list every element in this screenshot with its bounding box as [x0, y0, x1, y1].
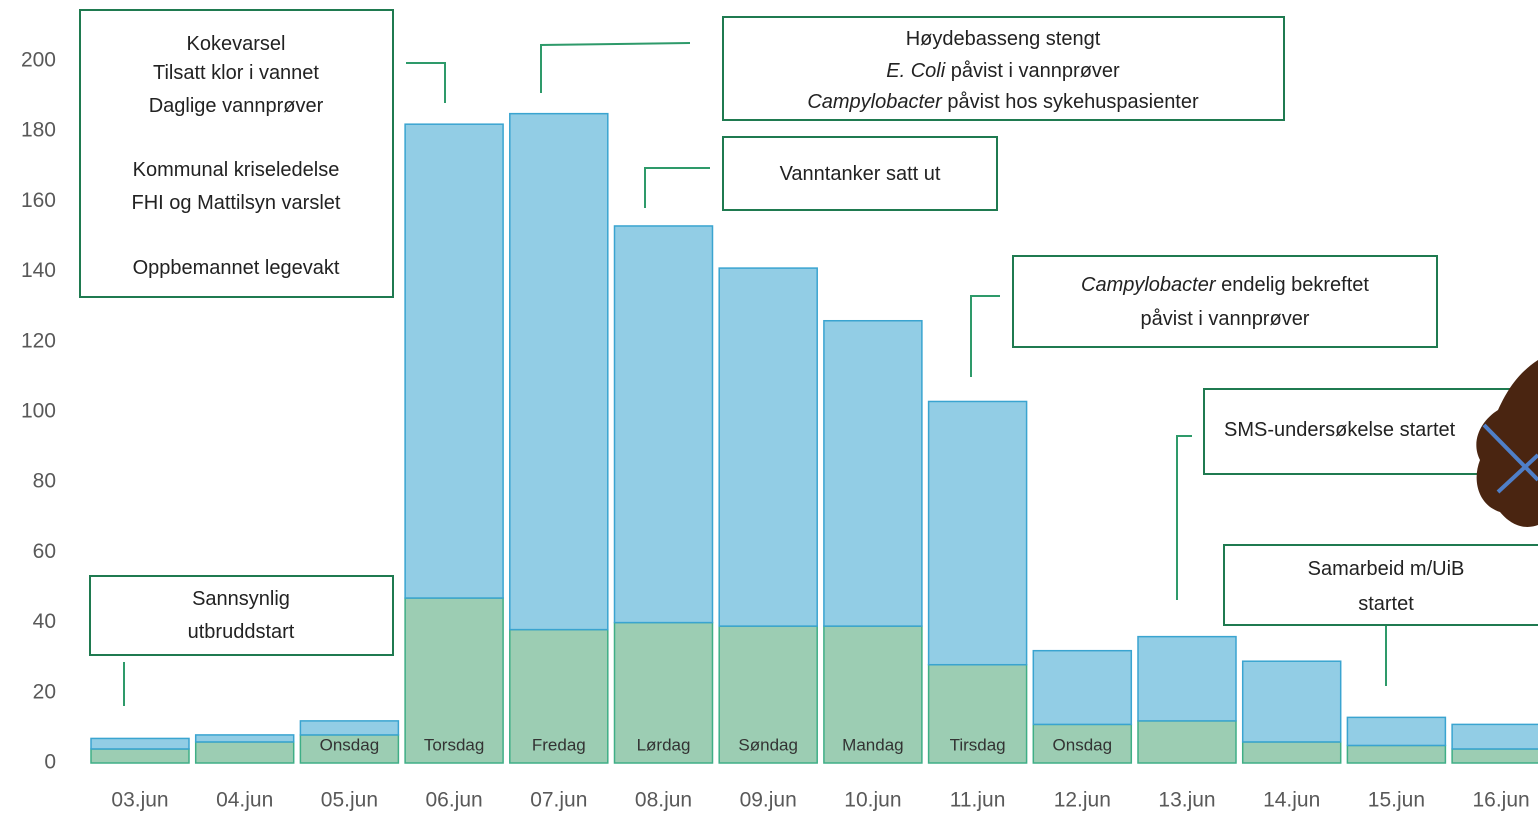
- bar-label: Fredag: [532, 735, 586, 754]
- bar-segment: [719, 268, 817, 626]
- annotation-segment: Kokevarsel: [187, 33, 286, 55]
- bar-segment: [1243, 661, 1341, 742]
- x-tick-label: 10.jun: [844, 789, 901, 812]
- annotation-text: Sannsynlig: [192, 588, 290, 610]
- annotation-segment: Sannsynlig: [192, 588, 290, 610]
- x-tick-label: 15.jun: [1368, 789, 1425, 812]
- y-tick-label: 20: [33, 680, 56, 703]
- annotation-segment: Vanntanker satt ut: [780, 163, 941, 185]
- annotation-segment: påvist i vannprøver: [945, 60, 1120, 82]
- y-tick-label: 200: [21, 49, 56, 72]
- bar-label: Onsdag: [1053, 735, 1113, 754]
- y-tick-label: 60: [33, 540, 56, 563]
- connector: [541, 43, 690, 93]
- y-tick-label: 180: [21, 119, 56, 142]
- icon: [1476, 360, 1538, 527]
- bar-segment: [91, 738, 189, 749]
- x-tick-label: 03.jun: [111, 789, 168, 812]
- bar-segment: [1033, 651, 1131, 725]
- annotation-text: Kokevarsel: [187, 33, 286, 55]
- annotation-segment: Campylobacter: [1081, 274, 1217, 296]
- connector: [645, 168, 710, 208]
- annotation-text: E. Coli påvist i vannprøver: [886, 60, 1120, 82]
- x-tick-label: 09.jun: [740, 789, 797, 812]
- connector: [406, 63, 445, 103]
- y-tick-label: 80: [33, 470, 56, 493]
- y-tick-label: 100: [21, 400, 56, 423]
- bar-label: Torsdag: [424, 735, 484, 754]
- x-tick-label: 05.jun: [321, 789, 378, 812]
- annotation-text: Høydebasseng stengt: [906, 28, 1101, 50]
- bar-label: Tirsdag: [950, 735, 1006, 754]
- annotation-segment: Oppbemannet legevakt: [133, 257, 340, 279]
- annotation-segment: E. Coli: [886, 60, 945, 82]
- annotation-segment: Samarbeid m/UiB: [1308, 558, 1465, 580]
- annotation-segment: Daglige vannprøver: [149, 95, 324, 117]
- annotation-text: Kommunal kriseledelse: [133, 159, 340, 181]
- annotation-text: Campylobacter påvist hos sykehuspasiente…: [807, 91, 1199, 113]
- annotation-text: startet: [1358, 593, 1414, 615]
- annotation-text: Daglige vannprøver: [149, 95, 324, 117]
- annotation-text: påvist i vannprøver: [1141, 308, 1310, 330]
- bar-segment: [91, 749, 189, 763]
- y-tick-label: 0: [44, 751, 56, 774]
- annotation-text: FHI og Mattilsyn varslet: [132, 192, 341, 214]
- annotation-segment: påvist hos sykehuspasienter: [942, 91, 1199, 113]
- annotation-text: Oppbemannet legevakt: [133, 257, 340, 279]
- annotation-segment: Tilsatt klor i vannet: [153, 62, 319, 84]
- x-tick-label: 08.jun: [635, 789, 692, 812]
- bar-segment: [824, 321, 922, 626]
- annotation-segment: SMS-undersøkelse startet: [1224, 419, 1456, 441]
- icon-shape: [1476, 360, 1538, 527]
- bar-segment: [1347, 717, 1445, 745]
- chart: 0 20 40 60 80 100 120 140 160 180 200 03.jun 04.jun 0…: [0, 0, 1538, 814]
- annotation-text: Vanntanker satt ut: [780, 163, 941, 185]
- bar-segment: [510, 114, 608, 630]
- bar-label: Mandag: [842, 735, 903, 754]
- x-tick-label: 07.jun: [530, 789, 587, 812]
- bar-segment: [196, 735, 294, 742]
- annotation-segment: startet: [1358, 593, 1414, 615]
- x-tick-label: 14.jun: [1263, 789, 1320, 812]
- bar-segment: [1243, 742, 1341, 763]
- y-tick-label: 40: [33, 610, 56, 633]
- annotation-text: Tilsatt klor i vannet: [153, 62, 319, 84]
- annotation-segment: Kommunal kriseledelse: [133, 159, 340, 181]
- bar-segment: [405, 124, 503, 598]
- y-tick-label: 160: [21, 189, 56, 212]
- bar-segment: [615, 226, 713, 623]
- annotation-text: Campylobacter endelig bekreftet: [1081, 274, 1369, 296]
- annotation-text: SMS-undersøkelse startet: [1224, 419, 1456, 441]
- bar-segment: [1452, 724, 1538, 749]
- annotation-segment: FHI og Mattilsyn varslet: [132, 192, 341, 214]
- annotation-segment: Høydebasseng stengt: [906, 28, 1101, 50]
- bar-segment: [1452, 749, 1538, 763]
- bar-segment: [300, 721, 398, 735]
- x-tick-label: 13.jun: [1158, 789, 1215, 812]
- bar-segment: [1138, 721, 1236, 763]
- x-tick-label: 06.jun: [425, 789, 482, 812]
- y-tick-label: 140: [21, 259, 56, 282]
- annotation-text: Samarbeid m/UiB: [1308, 558, 1465, 580]
- annotation-segment: utbruddstart: [188, 621, 295, 643]
- annotation-segment: Campylobacter: [807, 91, 943, 113]
- x-tick-label: 04.jun: [216, 789, 273, 812]
- annotation-text: utbruddstart: [188, 621, 295, 643]
- connector: [971, 296, 1000, 377]
- bar-label: Onsdag: [320, 735, 380, 754]
- connector: [1177, 436, 1192, 600]
- x-tick-label: 16.jun: [1472, 789, 1529, 812]
- bar-segment: [1138, 637, 1236, 721]
- bar-segment: [1347, 745, 1445, 763]
- x-tick-label: 11.jun: [950, 789, 1006, 812]
- bar-segment: [929, 401, 1027, 664]
- annotation-box: [1013, 256, 1437, 347]
- annotation-segment: påvist i vannprøver: [1141, 308, 1310, 330]
- annotation-segment: endelig bekreftet: [1216, 274, 1370, 296]
- bar-label: Søndag: [738, 735, 798, 754]
- x-tick-label: 12.jun: [1054, 789, 1111, 812]
- y-tick-label: 120: [21, 329, 56, 352]
- bar-segment: [196, 742, 294, 763]
- bar-label: Lørdag: [637, 735, 691, 754]
